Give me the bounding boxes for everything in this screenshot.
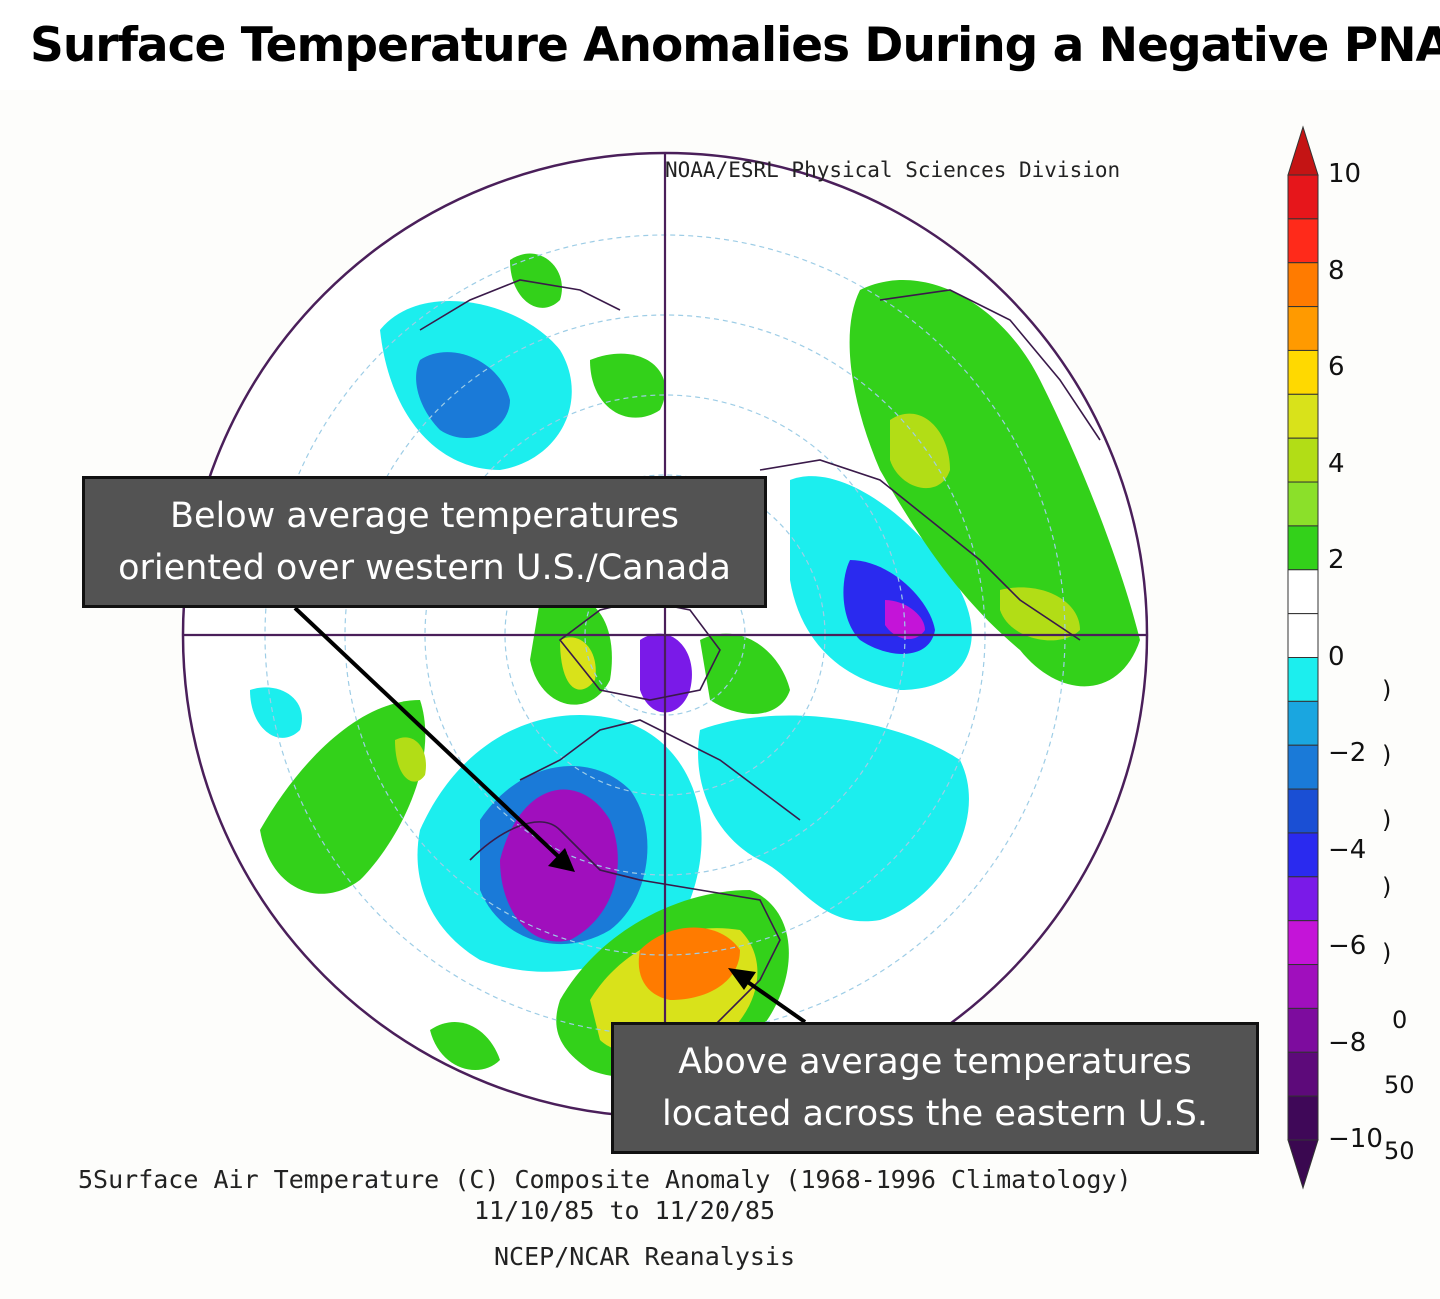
colorbar-segment (1287, 218, 1319, 264)
colorbar-segment (1287, 481, 1319, 527)
colorbar-segment (1287, 1095, 1319, 1141)
anomaly-positive-pacific (260, 700, 426, 894)
edge-fragment-1: 0 (1392, 1006, 1408, 1034)
anomaly-positive-mexico (430, 1021, 500, 1070)
coastlines (419, 279, 1101, 1071)
anomaly-negative-europe-peak (885, 600, 925, 640)
colorbar-tick-label: −8 (1328, 1027, 1367, 1058)
edge-paren-4: ) (1382, 873, 1392, 901)
meridians (183, 153, 1147, 1117)
colorbar-segment (1287, 1007, 1319, 1053)
colorbar-segment (1287, 657, 1319, 702)
colorbar-segment (1287, 744, 1319, 790)
colorbar-tick-label: −10 (1328, 1124, 1383, 1154)
arrowhead-east (728, 968, 756, 990)
colorbar-segment (1287, 832, 1319, 878)
colorbar-segment (1287, 788, 1319, 834)
colorbar-segment (1287, 174, 1319, 220)
callout-west-line-2: oriented over western U.S./Canada (118, 548, 731, 588)
colorbar-tick-label: 4 (1328, 448, 1345, 479)
caption-line-3: NCEP/NCAR Reanalysis (494, 1242, 796, 1271)
anomaly-positive-asia (849, 280, 1140, 687)
arrowhead-west (548, 848, 575, 872)
caption-line-1: 5Surface Air Temperature (C) Composite A… (78, 1165, 1132, 1194)
colorbar-bottom-arrow (1287, 1139, 1319, 1190)
anomaly-positive-arctic-ocean (510, 253, 562, 308)
anomaly-positive-asia-core (890, 413, 950, 489)
edge-fragment-2: 50 (1384, 1071, 1415, 1099)
colorbar-segment (1287, 613, 1319, 658)
colorbar-tick-label: −2 (1328, 738, 1367, 768)
colorbar-segment (1287, 876, 1319, 922)
edge-paren-1: ) (1382, 676, 1392, 704)
colorbar-segment (1287, 569, 1319, 615)
callout-below-average: Below average temperatures oriented over… (82, 476, 767, 608)
page-title: Surface Temperature Anomalies During a N… (30, 18, 1440, 73)
colorbar-tick-label: 0 (1328, 641, 1345, 672)
colorbar-segment (1287, 920, 1319, 966)
anomaly-positive-pacific-core (395, 737, 426, 782)
edge-paren-2: ) (1382, 741, 1392, 769)
colorbar-top-arrow (1287, 125, 1319, 176)
colorbar-segment (1287, 700, 1319, 746)
colorbar-segment (1287, 262, 1319, 308)
colorbar-tick-label: 6 (1328, 352, 1345, 382)
colorbar-tick-label: 10 (1328, 159, 1362, 189)
data-source-label: NOAA/ESRL Physical Sciences Division (665, 158, 1121, 182)
anomaly-negative-siberia-core (416, 352, 510, 439)
callout-west-line-1: Below average temperatures (169, 496, 680, 536)
anomaly-negative-pacific (250, 687, 302, 738)
callout-arrows (293, 606, 807, 1024)
colorbar-segment (1287, 525, 1319, 571)
edge-paren-3: ) (1382, 806, 1392, 834)
colorbar-tick-label: −4 (1328, 834, 1367, 865)
colorbar-segment (1287, 349, 1319, 395)
callout-above-average: Above average temperatures located acros… (611, 1022, 1259, 1154)
colorbar (1287, 125, 1319, 1190)
colorbar-segment (1287, 393, 1319, 439)
colorbar-segment (1287, 964, 1319, 1009)
anomaly-positive-labrador (700, 633, 790, 714)
callout-east-line-2: located across the eastern U.S. (662, 1094, 1208, 1134)
colorbar-tick-label: −6 (1328, 931, 1367, 961)
colorbar-tick-label: 2 (1328, 545, 1345, 575)
anomaly-negative-atlantic (698, 715, 969, 922)
edge-fragment-3: 50 (1384, 1137, 1415, 1165)
caption-line-2: 11/10/85 to 11/20/85 (474, 1196, 776, 1225)
callout-east-line-1: Above average temperatures (678, 1042, 1192, 1082)
colorbar-tick-label: 8 (1328, 255, 1345, 286)
edge-paren-5: ) (1382, 939, 1392, 967)
colorbar-segment (1287, 437, 1319, 483)
colorbar-segment (1287, 1051, 1319, 1097)
colorbar-segment (1287, 306, 1319, 351)
